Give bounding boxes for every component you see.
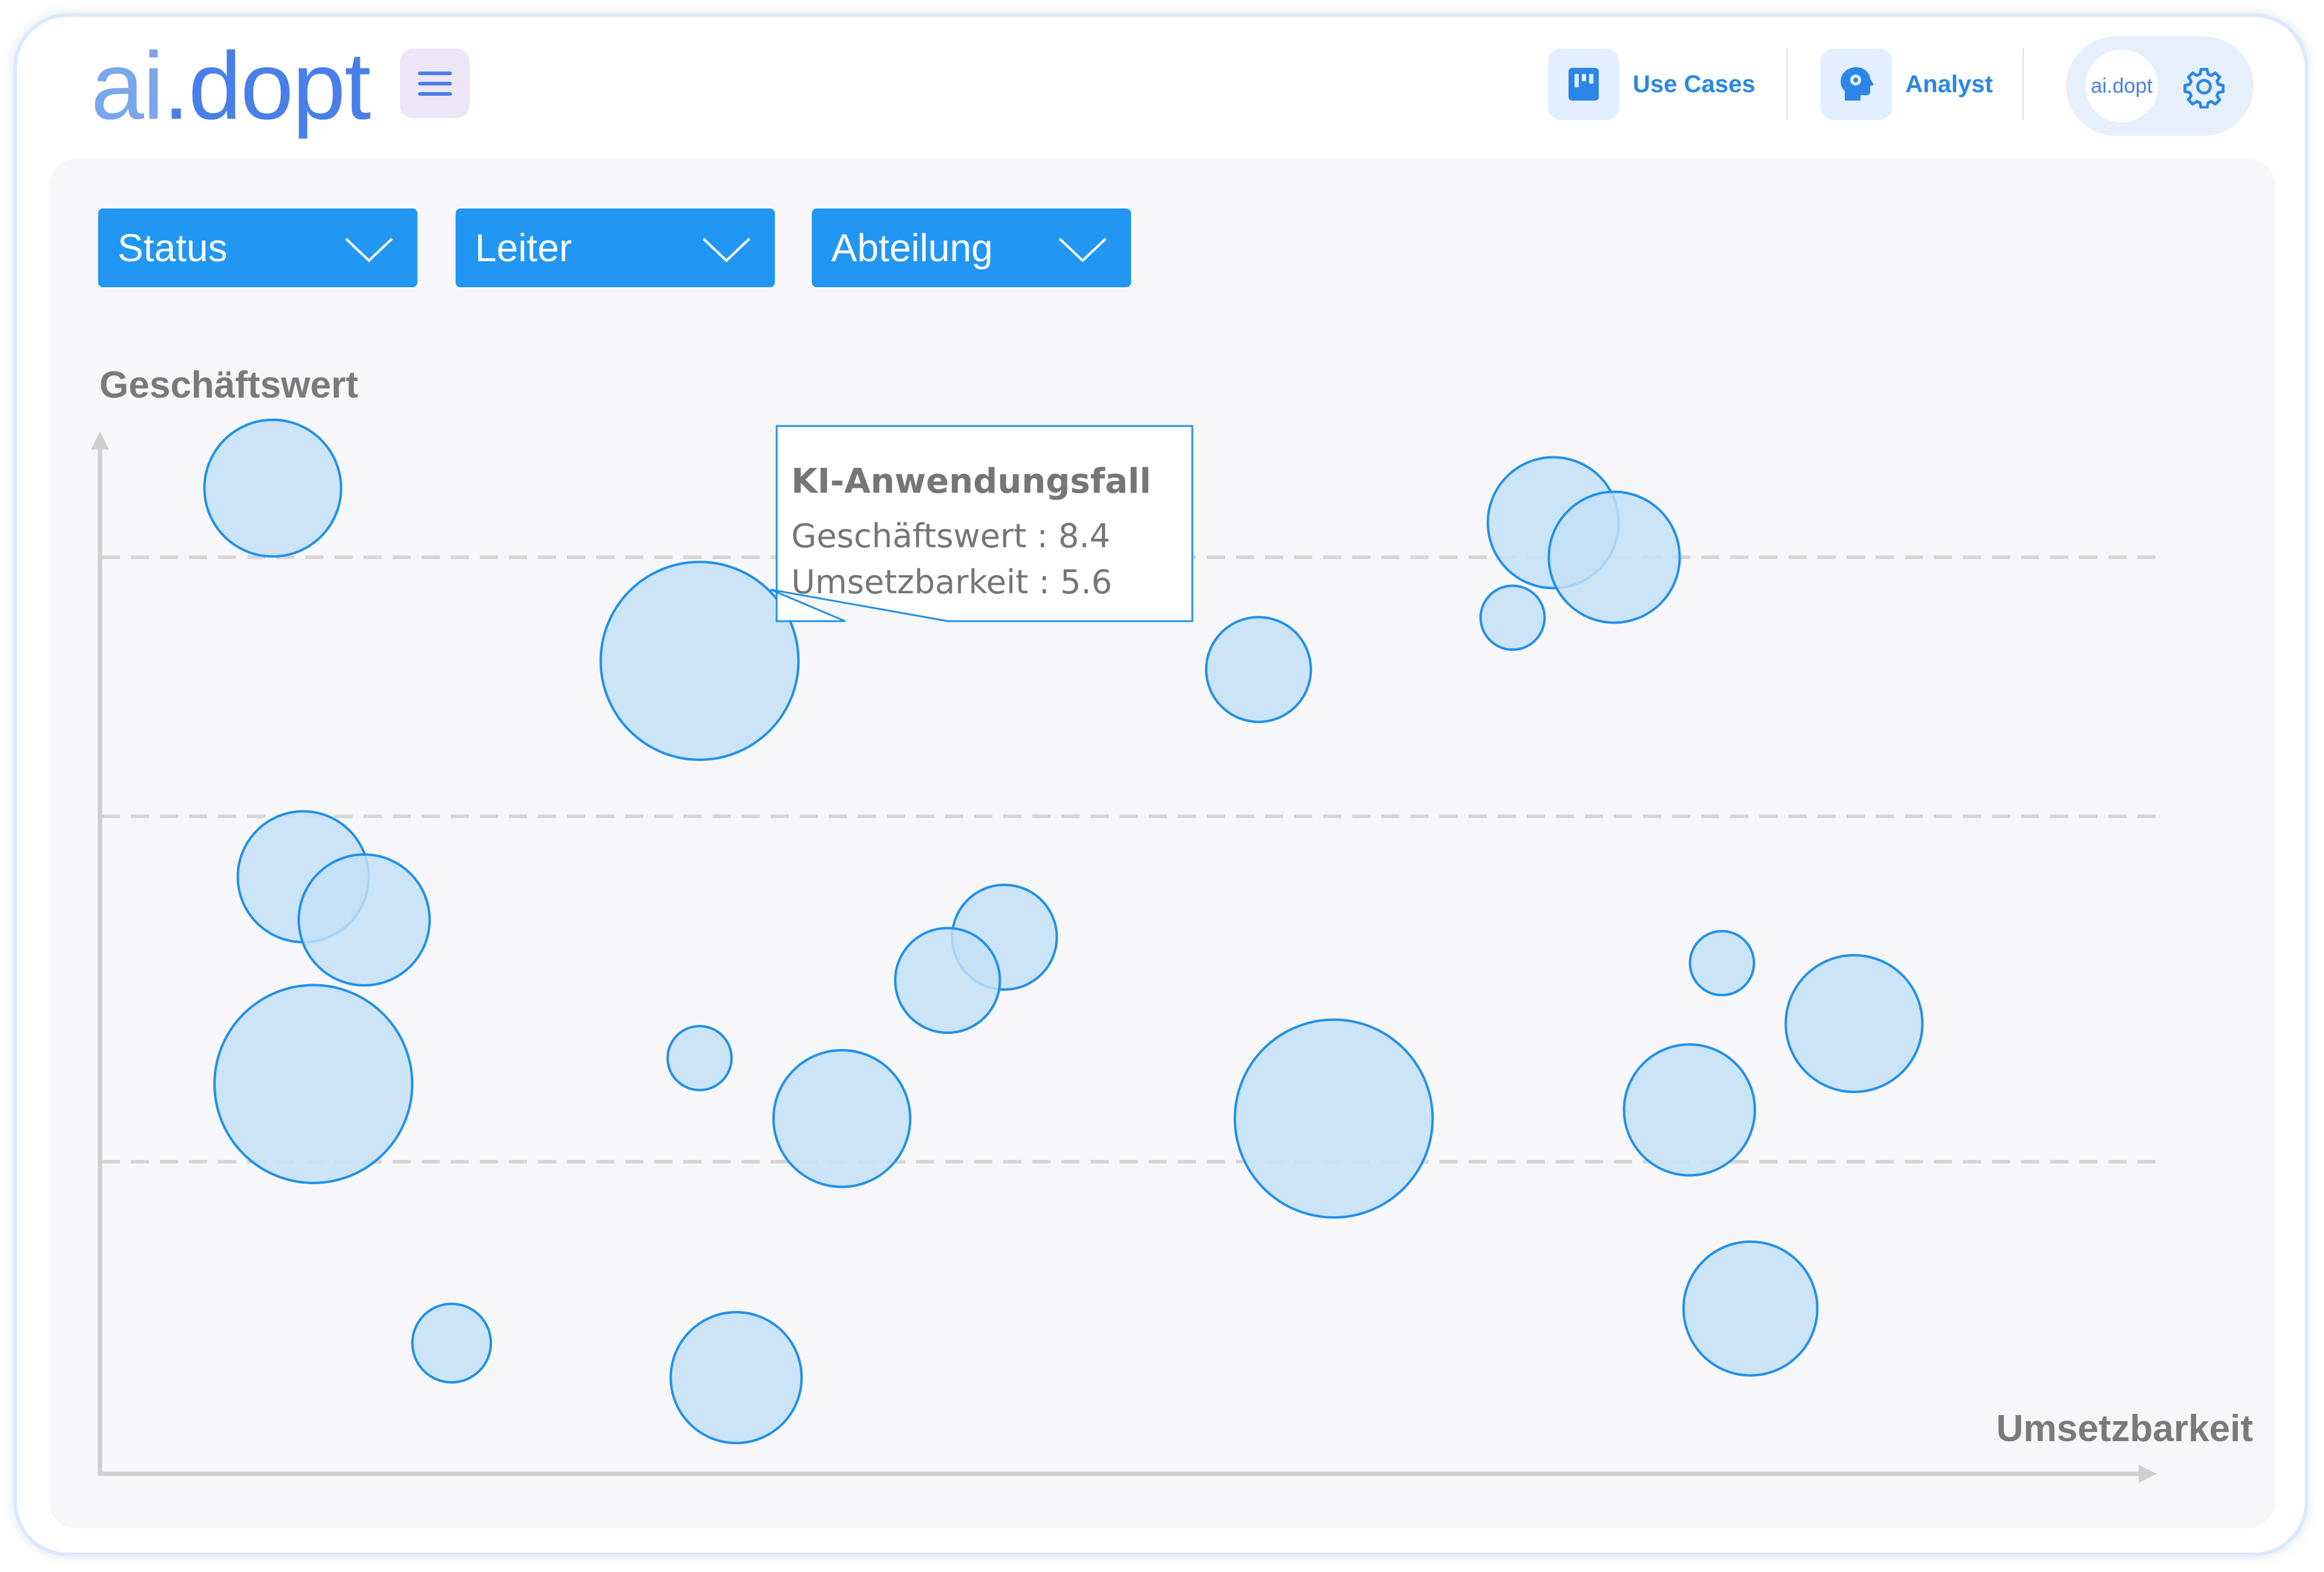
data-bubble[interactable]: [894, 927, 1001, 1034]
hamburger-menu-button[interactable]: [400, 48, 470, 118]
status-filter-label: Status: [118, 226, 228, 270]
app-logo[interactable]: ai.dopt: [91, 33, 371, 139]
gear-icon[interactable]: [2182, 65, 2226, 108]
menu-icon: [418, 72, 452, 75]
menu-icon-line: [418, 82, 452, 85]
x-axis-arrow: [2139, 1465, 2157, 1483]
y-axis-arrow: [91, 431, 109, 450]
data-bubble[interactable]: [411, 1302, 493, 1384]
abteilung-filter-dropdown[interactable]: Abteilung: [812, 208, 1131, 287]
data-bubble[interactable]: [1688, 930, 1756, 997]
x-axis-title: Umsetzbarkeit: [1996, 1408, 2253, 1450]
data-bubble[interactable]: [669, 1311, 803, 1445]
tooltip-callout: [770, 425, 1194, 622]
nav-use-cases-label: Use Cases: [1633, 71, 1756, 98]
chevron-down-icon: [1058, 238, 1107, 262]
data-bubble[interactable]: [772, 1048, 912, 1188]
data-bubble[interactable]: [297, 853, 431, 987]
nav-analyst[interactable]: Analyst: [1821, 48, 2020, 120]
brain-head-icon: [1821, 48, 1892, 120]
data-bubble[interactable]: [203, 418, 342, 558]
data-bubble[interactable]: [599, 561, 800, 761]
data-bubble[interactable]: [1682, 1240, 1819, 1377]
chart-panel: [48, 159, 2276, 1528]
nav-use-cases[interactable]: Use Cases: [1548, 48, 1760, 120]
tooltip-title: KI-Anwendungsfall: [791, 462, 1152, 501]
avatar[interactable]: ai.dopt: [2085, 50, 2158, 122]
data-bubble[interactable]: [213, 984, 414, 1184]
user-menu[interactable]: ai.dopt: [2066, 36, 2254, 136]
data-bubble[interactable]: [1784, 954, 1924, 1093]
data-bubble[interactable]: [1622, 1043, 1756, 1177]
leiter-filter-dropdown[interactable]: Leiter: [456, 208, 775, 287]
y-axis-title: Geschäftswert: [99, 364, 359, 406]
nav-divider: [1786, 48, 1788, 120]
chevron-down-icon: [702, 238, 751, 262]
data-bubble[interactable]: [1233, 1018, 1434, 1219]
nav-analyst-label: Analyst: [1905, 71, 1993, 98]
nav-divider: [2022, 48, 2024, 120]
data-bubble[interactable]: [1204, 616, 1312, 724]
chevron-down-icon: [345, 238, 393, 262]
abteilung-filter-label: Abteilung: [831, 226, 993, 270]
tooltip-value-geschaeftswert: Geschäftswert : 8.4: [791, 517, 1111, 555]
data-tooltip: KI-Anwendungsfall Geschäftswert : 8.4 Um…: [775, 425, 1194, 621]
data-bubble[interactable]: [666, 1025, 733, 1091]
board-icon: [1548, 48, 1619, 120]
data-bubble[interactable]: [1479, 584, 1546, 651]
leiter-filter-label: Leiter: [475, 226, 573, 270]
menu-icon-line: [418, 92, 452, 96]
tooltip-value-umsetzbarkeit: Umsetzbarkeit : 5.6: [791, 563, 1112, 601]
status-filter-dropdown[interactable]: Status: [98, 208, 417, 287]
data-bubble[interactable]: [1547, 490, 1681, 624]
